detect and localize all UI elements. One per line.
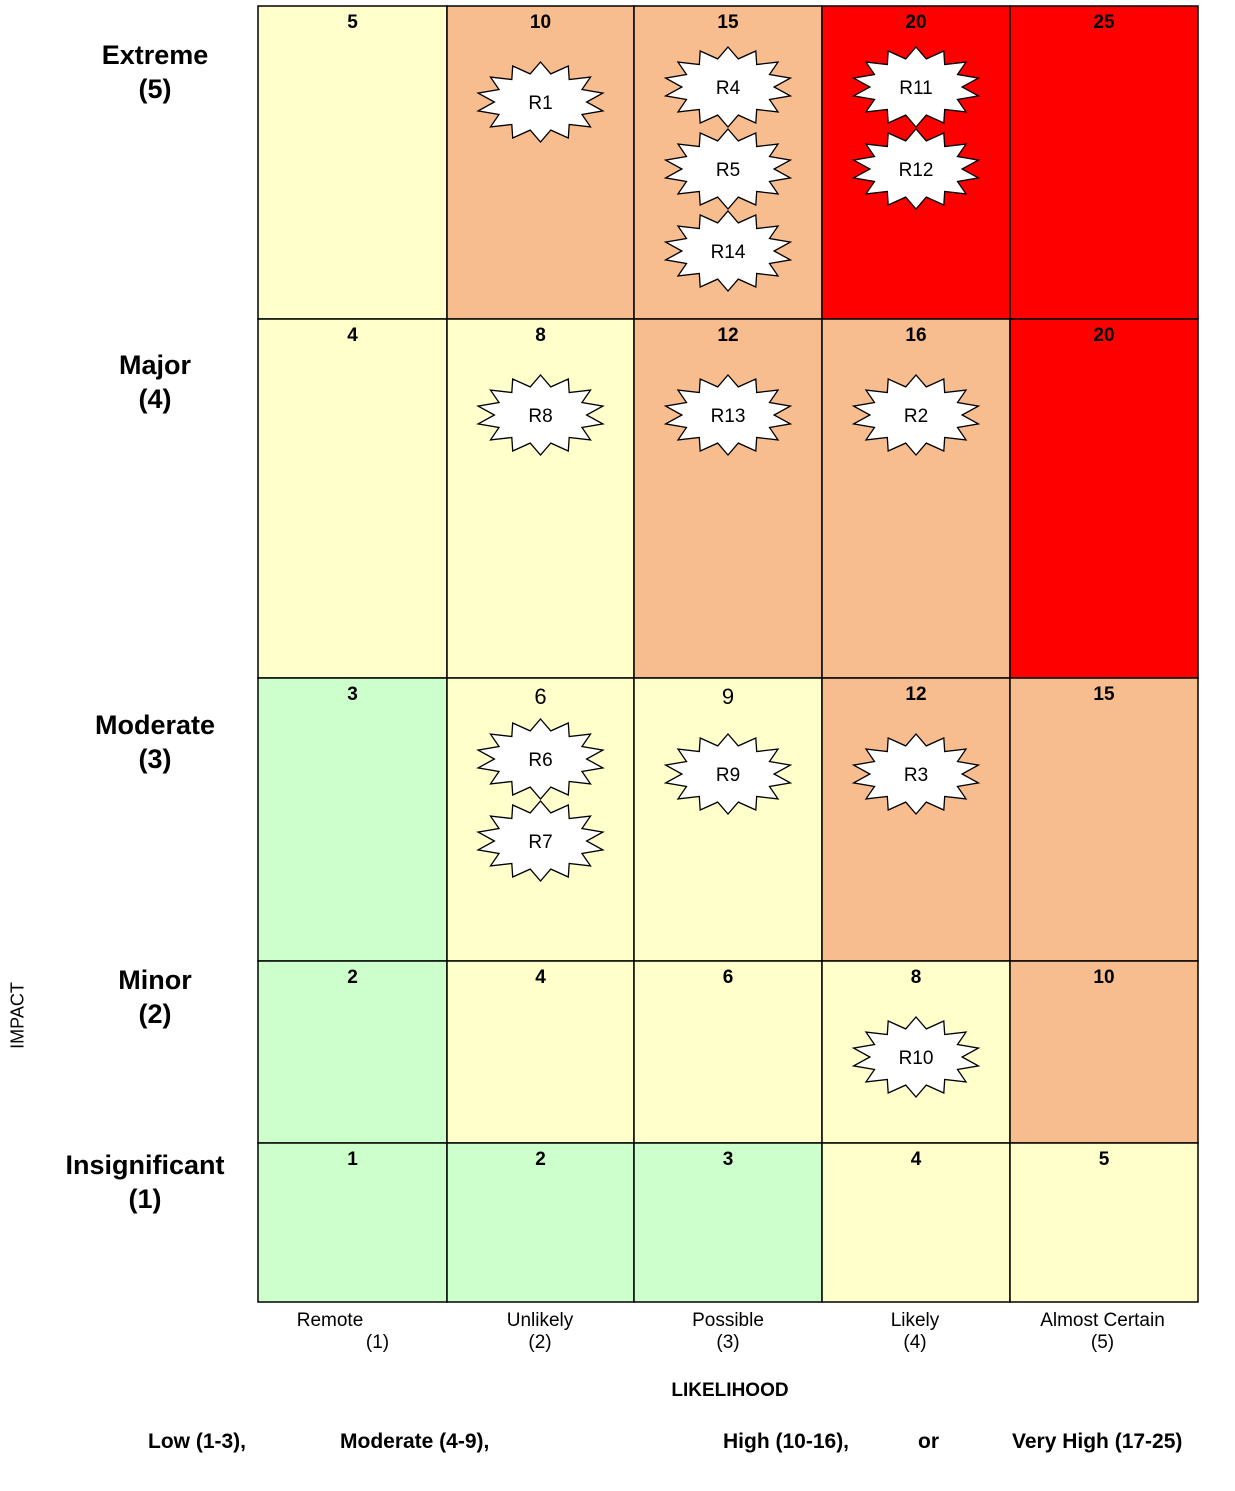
impact-label-minor: Minor (2) [118, 965, 192, 1029]
risk-marker-r12 [851, 128, 981, 210]
cell-score-label: 5 [1099, 1149, 1110, 1170]
risk-marker-r7 [476, 800, 605, 882]
x-axis-label: LIKELIHOOD [671, 1380, 789, 1401]
risk-label-r3: R3 [904, 765, 928, 786]
risk-marker-r11 [851, 46, 981, 128]
cell-score-2 [446, 1142, 635, 1303]
cell-score-label: 5 [347, 12, 358, 33]
cell-score-25 [1009, 5, 1199, 320]
cell-score-label: 20 [1093, 325, 1114, 346]
risk-label-r4: R4 [716, 78, 741, 99]
cell-score-5 [257, 5, 448, 320]
impact-label-major: Major (4) [118, 350, 191, 414]
cell-score-label: 4 [347, 325, 358, 346]
y-axis-label: IMPACT [7, 982, 28, 1049]
likelihood-label-almost-certain: Almost Certain (5) [1040, 1310, 1165, 1353]
cell-score-label: 1 [347, 1149, 358, 1170]
risk-label-r14: R14 [711, 242, 746, 263]
legend-moderate: Moderate (4-9), [340, 1430, 490, 1453]
risk-marker-r9 [663, 733, 793, 815]
cell-score-label: 2 [347, 967, 358, 988]
cell-score-label: 8 [911, 967, 922, 988]
likelihood-label-possible: Possible (3) [692, 1310, 764, 1353]
cell-score-4 [446, 960, 635, 1144]
risk-label-r2: R2 [904, 406, 928, 427]
cell-score-label: 2 [535, 1149, 546, 1170]
risk-marker-r4 [663, 46, 793, 128]
cell-score-label: 3 [723, 1149, 734, 1170]
legend-very-high: Very High (17-25) [1012, 1430, 1183, 1453]
likelihood-label-unlikely: Unlikely (2) [506, 1310, 574, 1353]
cell-score-label: 10 [1093, 967, 1114, 988]
risk-label-r10: R10 [899, 1048, 934, 1069]
impact-label-insignificant: Insignificant (1) [65, 1150, 225, 1214]
risk-label-r5: R5 [716, 160, 740, 181]
risk-label-r13: R13 [711, 406, 746, 427]
cell-score-8 [446, 318, 635, 679]
risk-label-r8: R8 [528, 406, 552, 427]
cell-score-label: 12 [717, 325, 738, 346]
risk-label-r11: R11 [899, 78, 932, 99]
impact-label-extreme: Extreme (5) [101, 40, 209, 104]
cell-score-20 [1009, 318, 1199, 679]
cell-score-label: 20 [905, 12, 926, 33]
cell-score-label: 8 [535, 325, 546, 346]
legend-high: High (10-16), [723, 1430, 850, 1453]
risk-marker-r3 [851, 733, 981, 815]
cell-score-label: 4 [535, 967, 546, 988]
risk-marker-r5 [663, 128, 793, 210]
cell-score-3 [257, 677, 448, 962]
risk-label-r1: R1 [528, 93, 552, 114]
cell-score-1 [257, 1142, 448, 1303]
legend-or: or [918, 1430, 939, 1453]
cell-score-10 [1009, 960, 1199, 1144]
cell-score-label: 3 [347, 684, 358, 705]
cell-score-4 [821, 1142, 1011, 1303]
cell-score-label: 6 [534, 684, 546, 709]
likelihood-label-remote: Remote (1) [296, 1310, 390, 1353]
risk-label-r6: R6 [528, 750, 552, 771]
impact-label-moderate: Moderate (3) [94, 710, 216, 774]
cell-score-label: 10 [530, 12, 551, 33]
risk-marker-r6 [476, 718, 605, 800]
cell-score-9 [633, 677, 823, 962]
risk-marker-r2 [851, 374, 981, 456]
risk-marker-r8 [476, 374, 605, 456]
cell-score-10 [446, 5, 635, 320]
cell-score-label: 15 [1093, 684, 1115, 705]
risk-marker-r10 [851, 1016, 981, 1098]
cell-score-15 [1009, 677, 1199, 962]
risk-label-r7: R7 [528, 832, 552, 853]
risk-label-r12: R12 [899, 160, 934, 181]
risk-marker-r13 [663, 374, 793, 456]
risk-marker-r14 [663, 210, 793, 292]
legend-low: Low (1-3), [148, 1430, 246, 1453]
cell-score-label: 25 [1093, 12, 1115, 33]
cell-score-6 [633, 960, 823, 1144]
cell-score-3 [633, 1142, 823, 1303]
cell-score-label: 12 [905, 684, 926, 705]
cell-score-12 [633, 318, 823, 679]
cell-score-label: 6 [723, 967, 734, 988]
cell-score-2 [257, 960, 448, 1144]
cell-score-12 [821, 677, 1011, 962]
cell-score-4 [257, 318, 448, 679]
cell-score-5 [1009, 1142, 1199, 1303]
cell-score-16 [821, 318, 1011, 679]
cell-score-label: 16 [905, 325, 926, 346]
cell-score-label: 9 [722, 684, 734, 709]
likelihood-label-likely: Likely (4) [890, 1310, 940, 1353]
risk-marker-r1 [476, 61, 605, 143]
cell-score-label: 15 [717, 12, 739, 33]
cell-score-label: 4 [911, 1149, 922, 1170]
risk-label-r9: R9 [716, 765, 740, 786]
